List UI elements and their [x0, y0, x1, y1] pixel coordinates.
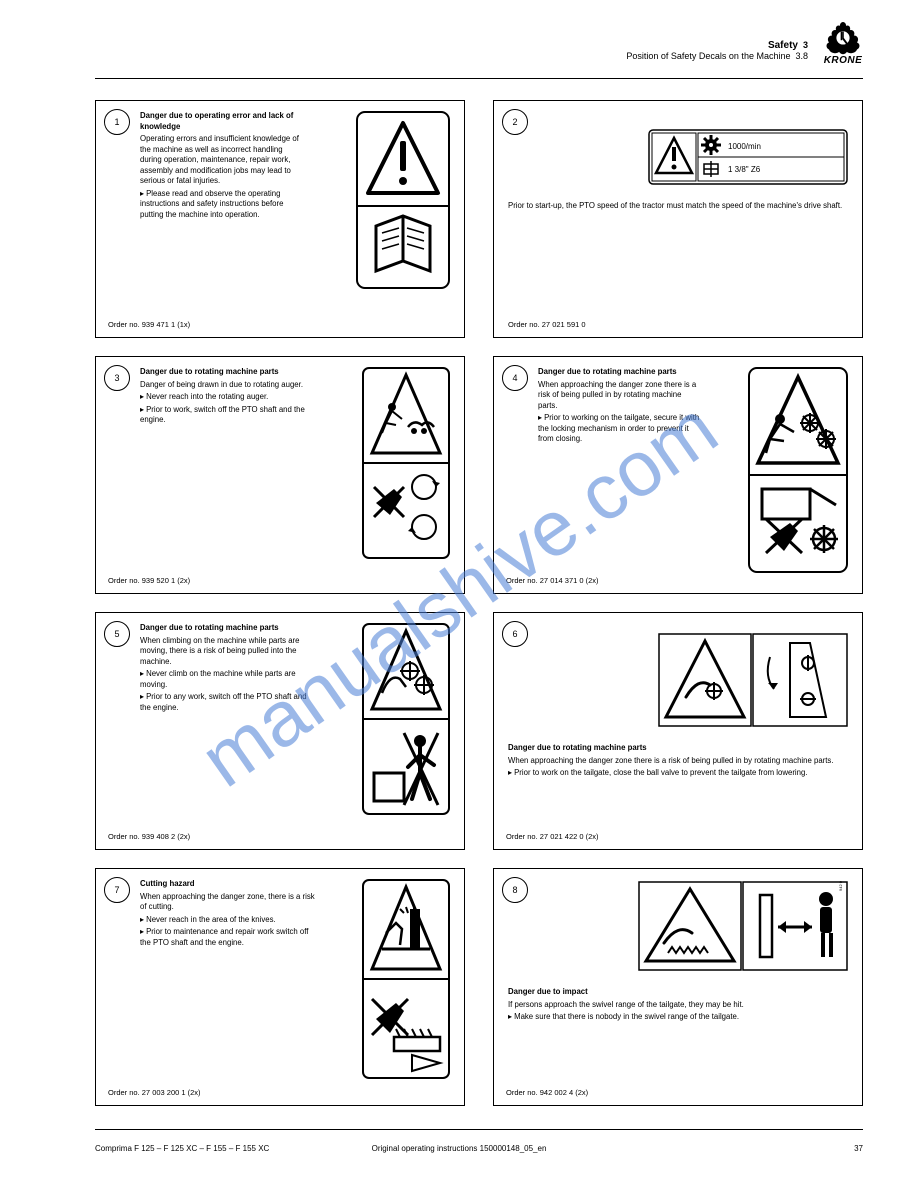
card-number: 1	[104, 109, 130, 135]
card-number: 2	[502, 109, 528, 135]
card-heading: Danger due to rotating machine parts	[508, 743, 848, 754]
impact-distance-icon: 942 002-4	[638, 881, 848, 971]
warning-manual-icon	[356, 111, 450, 289]
card-number: 3	[104, 365, 130, 391]
card-line: ▸ Prior to any work, switch off the PTO …	[140, 692, 315, 713]
safety-card-1: 1 Danger due to operating error and lack…	[95, 100, 465, 338]
svg-text:942 002-4: 942 002-4	[838, 881, 843, 891]
header-rule	[95, 78, 863, 79]
safety-card-7: 7 Cutting hazard When approaching the da…	[95, 868, 465, 1106]
card-number: 5	[104, 621, 130, 647]
chapter-title: Safety	[768, 40, 798, 51]
card-line: Danger of being drawn in due to rotating…	[140, 380, 315, 391]
card-number: 4	[502, 365, 528, 391]
card-order: Order no. 27 003 200 1 (2x)	[108, 1088, 201, 1097]
card-order: Order no. 939 471 1 (1x)	[108, 320, 190, 329]
knife-hazard-icon	[362, 879, 450, 1079]
chapter-num: 3	[803, 40, 808, 50]
footer-left: Comprima F 125 – F 125 XC – F 155 – F 15…	[95, 1144, 269, 1153]
card-heading: Danger due to rotating machine parts	[140, 367, 315, 378]
krone-logo-icon	[823, 20, 863, 55]
card-line: ▸ Prior to maintenance and repair work s…	[140, 927, 315, 948]
safety-card-6: 6 Danger due to rotating machine parts W…	[493, 612, 863, 850]
chapter-sub: Position of Safety Decals on the Machine	[626, 51, 790, 61]
no-climb-icon	[362, 623, 450, 815]
card-line: ▸ Never reach in the area of the knives.	[140, 915, 315, 926]
pto-speed-label-icon: 1000/min 1 3/8" Z6	[648, 129, 848, 185]
card-line: ▸ Please read and observe the operating …	[140, 189, 302, 221]
card-number: 8	[502, 877, 528, 903]
chapter-sub-num: 3.8	[795, 51, 808, 61]
card-heading: Cutting hazard	[140, 879, 315, 890]
rotating-auger-icon	[362, 367, 450, 559]
card-line: ▸ Never climb on the machine while parts…	[140, 669, 315, 690]
card-line: When approaching the danger zone there i…	[508, 756, 848, 767]
card-order: Order no. 939 408 2 (2x)	[108, 832, 190, 841]
card-line: When climbing on the machine while parts…	[140, 636, 315, 668]
card-line: Operating errors and insufficient knowle…	[140, 134, 302, 187]
card-line: When approaching the danger zone, there …	[140, 892, 315, 913]
card-heading: Danger due to rotating machine parts	[538, 367, 700, 378]
card-order: Order no. 27 021 422 0 (2x)	[506, 832, 599, 841]
header-chapter: Safety 3 Position of Safety Decals on th…	[626, 40, 808, 61]
ball-valve-icon	[658, 633, 848, 727]
card-line: ▸ Prior to working on the tailgate, secu…	[538, 413, 700, 445]
card-heading: Danger due to impact	[508, 987, 848, 998]
brand-text: KRONE	[824, 55, 863, 66]
card-order: Order no. 942 002 4 (2x)	[506, 1088, 588, 1097]
card-line: ▸ Prior to work, switch off the PTO shaf…	[140, 405, 315, 426]
footer-right: 37	[854, 1144, 863, 1153]
card-line: If persons approach the swivel range of …	[508, 1000, 848, 1011]
card-heading: Danger due to rotating machine parts	[140, 623, 315, 634]
safety-card-2: 2 1000/min 1 3/8" Z6 Prior to start-up, …	[493, 100, 863, 338]
safety-card-4: 4 Danger due to rotating machine parts W…	[493, 356, 863, 594]
card-heading: Danger due to operating error and lack o…	[140, 111, 302, 132]
card-number: 7	[104, 877, 130, 903]
svg-text:1000/min: 1000/min	[728, 142, 761, 151]
brand-logo: KRONE	[823, 20, 863, 66]
footer-rule	[95, 1129, 863, 1130]
svg-text:1 3/8" Z6: 1 3/8" Z6	[728, 165, 761, 174]
card-number: 6	[502, 621, 528, 647]
card-line: When approaching the danger zone there i…	[538, 380, 700, 412]
card-grid: 1 Danger due to operating error and lack…	[95, 100, 863, 1106]
card-order: Order no. 939 520 1 (2x)	[108, 576, 190, 585]
safety-card-5: 5 Danger due to rotating machine parts W…	[95, 612, 465, 850]
card-order: Order no. 27 014 371 0 (2x)	[506, 576, 599, 585]
card-line: ▸ Prior to work on the tailgate, close t…	[508, 768, 848, 779]
card-line: Prior to start-up, the PTO speed of the …	[508, 201, 848, 212]
tailgate-rotating-icon	[748, 367, 848, 573]
card-line: ▸ Never reach into the rotating auger.	[140, 392, 315, 403]
card-line: ▸ Make sure that there is nobody in the …	[508, 1012, 848, 1023]
safety-card-8: 8 942 002-4 Danger due to impact If pers…	[493, 868, 863, 1106]
footer-center: Original operating instructions 15000014…	[372, 1144, 547, 1153]
safety-card-3: 3 Danger due to rotating machine parts D…	[95, 356, 465, 594]
card-order: Order no. 27 021 591 0	[508, 320, 848, 329]
